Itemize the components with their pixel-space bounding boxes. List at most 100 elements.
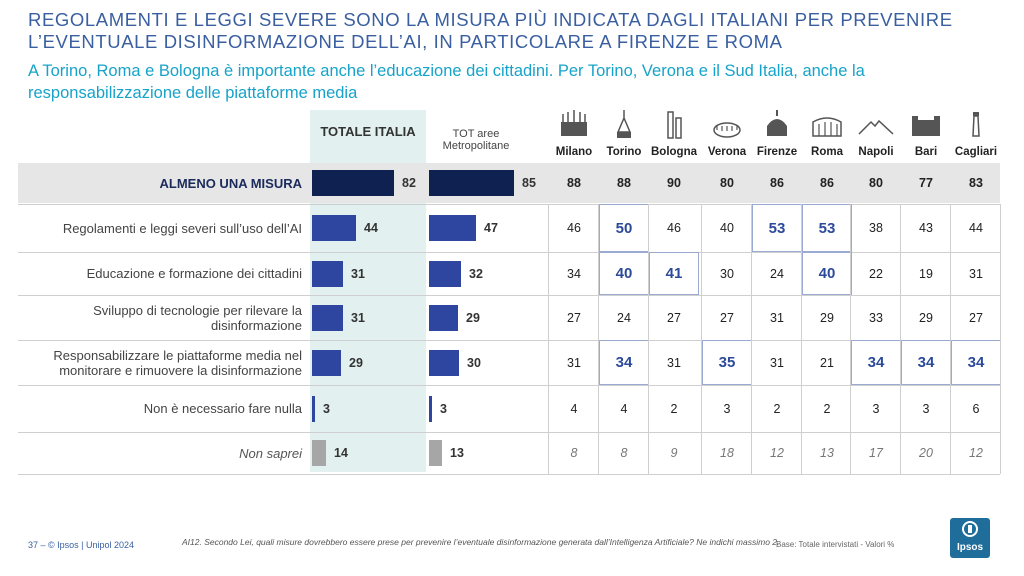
bar-totale [312, 170, 394, 196]
bar-value-totale: 44 [364, 221, 378, 235]
city-header-torino: Torino [606, 146, 642, 158]
column-divider [648, 204, 649, 474]
cell-milano: 8 [570, 446, 578, 460]
bologna-towers-icon [649, 108, 699, 142]
bar-value-metro: 32 [469, 266, 483, 281]
page-title: REGOLAMENTI E LEGGI SEVERE SONO LA MISUR… [28, 9, 953, 52]
column-divider [950, 204, 951, 474]
city-header-verona: Verona [707, 146, 747, 158]
cell-firenze: 53 [768, 219, 786, 237]
column-divider [598, 204, 599, 474]
cell-torino: 50 [615, 219, 633, 237]
row-label: ALMENO UNA MISURA [159, 175, 302, 191]
bar-value-totale: 31 [351, 310, 365, 325]
column-divider [751, 204, 752, 474]
bar-value-totale: 31 [351, 266, 365, 281]
column-divider [850, 204, 851, 474]
bar-value-metro: 47 [484, 221, 498, 235]
column-divider [900, 204, 901, 474]
cell-bari: 3 [922, 401, 930, 416]
cell-torino: 4 [620, 401, 628, 416]
row-label: Educazione e formazione dei cittadini [86, 266, 302, 281]
cell-cagliari: 44 [969, 221, 983, 235]
bar-metro [429, 215, 476, 241]
cell-verona: 3 [723, 401, 731, 416]
city-header-cagliari: Cagliari [954, 146, 998, 158]
cell-torino: 8 [620, 446, 628, 460]
firenze-duomo-icon [752, 108, 802, 142]
column-header-metropolitane: TOT aree Metropolitane [442, 128, 510, 152]
city-header-napoli: Napoli [858, 146, 894, 158]
cell-firenze: 12 [770, 446, 784, 460]
cell-bologna: 9 [670, 446, 678, 460]
cell-napoli: 80 [869, 176, 883, 190]
cell-firenze: 24 [770, 266, 784, 281]
page-subtitle: A Torino, Roma e Bologna è importante an… [28, 62, 865, 102]
cell-firenze: 31 [770, 310, 784, 325]
roma-colosseum-icon [802, 108, 852, 142]
cell-verona: 30 [720, 266, 734, 281]
bar-totale [312, 349, 341, 376]
milano-duomo-icon [549, 108, 599, 142]
cell-verona: 18 [720, 446, 734, 460]
cell-bologna: 46 [667, 221, 681, 235]
cell-firenze: 86 [770, 176, 784, 190]
bar-value-metro: 13 [450, 446, 464, 460]
cell-verona: 35 [718, 354, 736, 371]
row-divider [18, 340, 1000, 341]
cell-milano: 31 [567, 355, 581, 370]
cell-roma: 2 [823, 401, 831, 416]
row-divider [18, 204, 1000, 205]
bar-value-metro: 85 [522, 176, 536, 190]
cell-cagliari: 31 [969, 266, 983, 281]
cell-bologna: 2 [670, 401, 678, 416]
bar-metro [429, 260, 461, 287]
cell-cagliari: 27 [969, 310, 983, 325]
cell-bari: 77 [919, 176, 933, 190]
cell-roma: 13 [820, 446, 834, 460]
column-header-totale: TOTALE ITALIA [320, 124, 416, 139]
cell-cagliari: 6 [972, 401, 980, 416]
bar-value-totale: 82 [402, 176, 416, 190]
bar-totale [312, 395, 315, 422]
cagliari-lighthouse-icon [951, 108, 1001, 142]
torino-mole-icon [599, 108, 649, 142]
bar-metro [429, 440, 442, 466]
cell-firenze: 2 [773, 401, 781, 416]
table-bottom-line [18, 474, 1000, 475]
cell-cagliari: 34 [967, 354, 985, 371]
cell-bologna: 41 [665, 265, 683, 282]
city-header-milano: Milano [555, 146, 593, 158]
column-divider [801, 204, 802, 474]
cell-napoli: 3 [872, 401, 880, 416]
cell-bologna: 31 [667, 355, 681, 370]
cell-roma: 21 [820, 355, 834, 370]
cell-napoli: 34 [867, 354, 885, 371]
column-divider [1000, 204, 1001, 474]
ipsos-logo-mark-icon [962, 521, 978, 537]
cell-bari: 34 [917, 354, 935, 371]
cell-verona: 27 [720, 310, 734, 325]
ipsos-logo: Ipsos [950, 518, 990, 558]
bar-metro [429, 304, 458, 331]
row-label: Sviluppo di tecnologie per rilevare la d… [93, 302, 302, 333]
city-header-bari: Bari [914, 146, 938, 158]
cell-napoli: 38 [869, 221, 883, 235]
cell-torino: 24 [617, 310, 631, 325]
cell-bologna: 90 [667, 176, 681, 190]
row-divider [18, 432, 1000, 433]
ipsos-logo-text: Ipsos [956, 542, 984, 553]
cell-milano: 46 [567, 221, 581, 235]
bar-value-metro: 3 [440, 401, 447, 416]
bar-value-totale: 29 [349, 355, 363, 370]
row-divider [18, 295, 1000, 296]
highlight-box [802, 252, 852, 295]
cell-roma: 40 [818, 265, 836, 282]
cell-napoli: 17 [869, 446, 883, 460]
row-label: Non saprei [239, 445, 302, 461]
bar-totale [312, 260, 343, 287]
cell-roma: 53 [818, 219, 836, 237]
cell-milano: 88 [567, 176, 581, 190]
highlight-box [802, 204, 852, 252]
cell-bari: 43 [919, 221, 933, 235]
